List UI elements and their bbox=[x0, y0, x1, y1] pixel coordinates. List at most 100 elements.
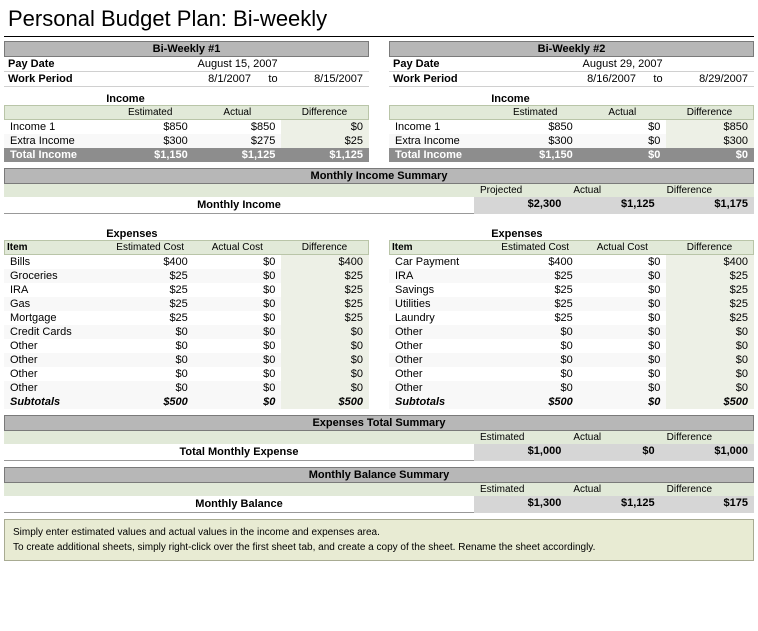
row-act[interactable]: $0 bbox=[194, 255, 282, 269]
row-name[interactable]: Utilities bbox=[389, 297, 491, 311]
row-est[interactable]: $400 bbox=[106, 255, 194, 269]
row-name[interactable]: Extra Income bbox=[389, 134, 491, 148]
row-est[interactable]: $0 bbox=[491, 353, 579, 367]
row-act[interactable]: $850 bbox=[194, 120, 282, 134]
row-est[interactable]: $25 bbox=[106, 311, 194, 325]
row-est[interactable]: $0 bbox=[106, 325, 194, 339]
row-name[interactable]: Extra Income bbox=[4, 134, 106, 148]
row-est[interactable]: $25 bbox=[491, 283, 579, 297]
data-row[interactable]: Extra Income$300$0$300 bbox=[389, 134, 754, 148]
row-act[interactable]: $0 bbox=[579, 311, 667, 325]
pay-date[interactable]: August 15, 2007 bbox=[106, 57, 369, 71]
row-est[interactable]: $300 bbox=[491, 134, 579, 148]
row-est[interactable]: $25 bbox=[106, 283, 194, 297]
row-est[interactable]: $25 bbox=[106, 297, 194, 311]
row-act[interactable]: $0 bbox=[579, 297, 667, 311]
row-est[interactable]: $300 bbox=[106, 134, 194, 148]
row-act[interactable]: $0 bbox=[194, 353, 282, 367]
data-row[interactable]: Other$0$0$0 bbox=[4, 353, 369, 367]
row-est[interactable]: $0 bbox=[106, 367, 194, 381]
row-name[interactable]: Other bbox=[4, 381, 106, 395]
row-act[interactable]: $0 bbox=[579, 367, 667, 381]
row-act[interactable]: $0 bbox=[194, 367, 282, 381]
row-name[interactable]: Other bbox=[389, 353, 491, 367]
data-row[interactable]: Other$0$0$0 bbox=[4, 339, 369, 353]
row-act[interactable]: $0 bbox=[194, 297, 282, 311]
row-est[interactable]: $0 bbox=[491, 367, 579, 381]
row-act[interactable]: $0 bbox=[194, 339, 282, 353]
row-act[interactable]: $0 bbox=[579, 255, 667, 269]
row-est[interactable]: $0 bbox=[106, 339, 194, 353]
data-row[interactable]: Mortgage$25$0$25 bbox=[4, 311, 369, 325]
row-act[interactable]: $0 bbox=[579, 381, 667, 395]
row-act[interactable]: $0 bbox=[579, 269, 667, 283]
row-name[interactable]: Other bbox=[389, 339, 491, 353]
row-name[interactable]: Other bbox=[389, 325, 491, 339]
row-name[interactable]: Income 1 bbox=[389, 120, 491, 134]
row-act[interactable]: $0 bbox=[579, 339, 667, 353]
work-to[interactable]: 8/29/2007 bbox=[674, 72, 754, 86]
data-row[interactable]: Other$0$0$0 bbox=[389, 381, 754, 395]
row-est[interactable]: $25 bbox=[106, 269, 194, 283]
work-from[interactable]: 8/16/2007 bbox=[491, 72, 642, 86]
row-act[interactable]: $0 bbox=[194, 311, 282, 325]
row-name[interactable]: IRA bbox=[4, 283, 106, 297]
data-row[interactable]: Bills$400$0$400 bbox=[4, 255, 369, 269]
row-est[interactable]: $850 bbox=[106, 120, 194, 134]
data-row[interactable]: Other$0$0$0 bbox=[389, 339, 754, 353]
data-row[interactable]: Other$0$0$0 bbox=[389, 367, 754, 381]
row-name[interactable]: Car Payment bbox=[389, 255, 491, 269]
row-name[interactable]: Bills bbox=[4, 255, 106, 269]
row-act[interactable]: $0 bbox=[579, 353, 667, 367]
row-act[interactable]: $0 bbox=[579, 283, 667, 297]
row-est[interactable]: $0 bbox=[491, 381, 579, 395]
row-est[interactable]: $0 bbox=[491, 325, 579, 339]
row-est[interactable]: $400 bbox=[491, 255, 579, 269]
data-row[interactable]: Credit Cards$0$0$0 bbox=[4, 325, 369, 339]
row-act[interactable]: $0 bbox=[194, 325, 282, 339]
row-name[interactable]: Laundry bbox=[389, 311, 491, 325]
row-est[interactable]: $25 bbox=[491, 311, 579, 325]
row-name[interactable]: Income 1 bbox=[4, 120, 106, 134]
data-row[interactable]: Utilities$25$0$25 bbox=[389, 297, 754, 311]
data-row[interactable]: Income 1$850$0$850 bbox=[389, 120, 754, 134]
data-row[interactable]: Gas$25$0$25 bbox=[4, 297, 369, 311]
work-from[interactable]: 8/1/2007 bbox=[106, 72, 257, 86]
data-row[interactable]: IRA$25$0$25 bbox=[389, 269, 754, 283]
row-name[interactable]: Savings bbox=[389, 283, 491, 297]
row-name[interactable]: Other bbox=[389, 381, 491, 395]
data-row[interactable]: Other$0$0$0 bbox=[389, 325, 754, 339]
row-est[interactable]: $0 bbox=[106, 381, 194, 395]
row-act[interactable]: $0 bbox=[194, 269, 282, 283]
row-name[interactable]: Credit Cards bbox=[4, 325, 106, 339]
data-row[interactable]: Laundry$25$0$25 bbox=[389, 311, 754, 325]
row-act[interactable]: $0 bbox=[194, 381, 282, 395]
data-row[interactable]: Savings$25$0$25 bbox=[389, 283, 754, 297]
data-row[interactable]: Car Payment$400$0$400 bbox=[389, 255, 754, 269]
data-row[interactable]: Income 1$850$850$0 bbox=[4, 120, 369, 134]
row-name[interactable]: Other bbox=[4, 367, 106, 381]
data-row[interactable]: Other$0$0$0 bbox=[4, 381, 369, 395]
row-name[interactable]: Other bbox=[4, 353, 106, 367]
data-row[interactable]: Groceries$25$0$25 bbox=[4, 269, 369, 283]
row-est[interactable]: $0 bbox=[106, 353, 194, 367]
work-to[interactable]: 8/15/2007 bbox=[289, 72, 369, 86]
row-name[interactable]: Mortgage bbox=[4, 311, 106, 325]
row-est[interactable]: $0 bbox=[491, 339, 579, 353]
row-name[interactable]: IRA bbox=[389, 269, 491, 283]
row-name[interactable]: Other bbox=[389, 367, 491, 381]
row-name[interactable]: Other bbox=[4, 339, 106, 353]
data-row[interactable]: Other$0$0$0 bbox=[389, 353, 754, 367]
row-act[interactable]: $0 bbox=[579, 325, 667, 339]
row-act[interactable]: $275 bbox=[194, 134, 282, 148]
data-row[interactable]: Extra Income$300$275$25 bbox=[4, 134, 369, 148]
pay-date[interactable]: August 29, 2007 bbox=[491, 57, 754, 71]
row-act[interactable]: $0 bbox=[579, 134, 667, 148]
data-row[interactable]: Other$0$0$0 bbox=[4, 367, 369, 381]
row-name[interactable]: Gas bbox=[4, 297, 106, 311]
row-est[interactable]: $850 bbox=[491, 120, 579, 134]
row-act[interactable]: $0 bbox=[194, 283, 282, 297]
row-act[interactable]: $0 bbox=[579, 120, 667, 134]
row-est[interactable]: $25 bbox=[491, 297, 579, 311]
row-est[interactable]: $25 bbox=[491, 269, 579, 283]
